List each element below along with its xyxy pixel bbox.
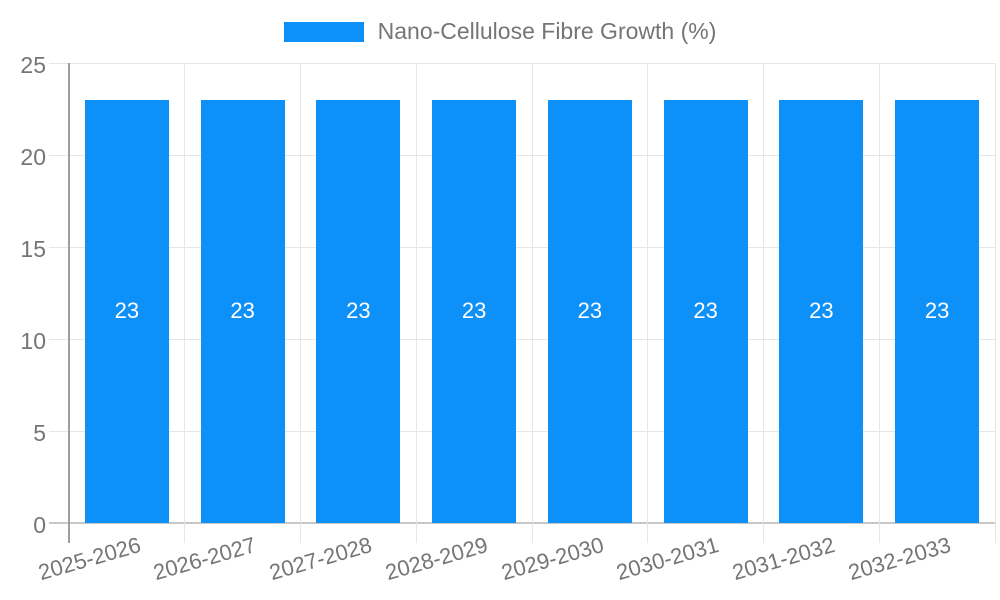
- bar: 23: [663, 99, 748, 523]
- x-category-label: 2028-2029: [382, 532, 491, 586]
- bar: 23: [84, 99, 169, 523]
- legend: Nano-Cellulose Fibre Growth (%): [0, 18, 1000, 45]
- gridline-h: [49, 430, 995, 432]
- x-category-label: 2031-2032: [729, 532, 838, 586]
- x-axis-baseline: [49, 522, 995, 524]
- gridline-h: [49, 338, 995, 340]
- gridline-v: [878, 63, 880, 543]
- legend-label: Nano-Cellulose Fibre Growth (%): [377, 18, 717, 44]
- gridline-h: [49, 62, 995, 64]
- bar-value-label: 23: [114, 298, 140, 324]
- y-tick-label: 15: [20, 236, 46, 262]
- x-category-label: 2025-2026: [35, 532, 144, 586]
- gridline-v: [415, 63, 417, 543]
- x-category-label: 2027-2028: [266, 532, 375, 586]
- bar-value-label: 23: [809, 298, 834, 324]
- bar-value-label: 23: [924, 298, 950, 324]
- y-tick-label: 5: [33, 420, 46, 446]
- x-category-label: 2030-2031: [613, 532, 722, 586]
- gridline-v: [184, 63, 186, 543]
- gridline-v: [763, 63, 764, 543]
- y-tick-label: 25: [20, 52, 46, 78]
- x-category-label: 2032-2033: [845, 532, 954, 586]
- legend-swatch: [283, 21, 364, 42]
- gridline-v: [647, 63, 649, 543]
- bar: 23: [547, 99, 632, 523]
- bar: 23: [779, 99, 864, 523]
- gridline-h: [49, 246, 995, 248]
- bar: 23: [432, 99, 517, 523]
- y-tick-label: 20: [20, 144, 46, 170]
- gridline-v: [531, 63, 533, 543]
- bar: 23: [316, 99, 401, 523]
- bar-value-label: 23: [230, 298, 255, 324]
- bar-value-label: 23: [346, 298, 371, 324]
- y-axis-line: [68, 63, 70, 543]
- bar-value-label: 23: [577, 298, 603, 324]
- x-category-label: 2026-2027: [150, 532, 259, 586]
- x-category-label: 2029-2030: [498, 532, 607, 586]
- gridline-h: [49, 154, 995, 156]
- y-tick-label: 10: [20, 328, 46, 354]
- bar-value-label: 23: [693, 298, 718, 324]
- bar: 23: [200, 99, 285, 523]
- y-tick-label: 0: [33, 512, 46, 538]
- gridline-v: [300, 63, 301, 543]
- gridline-v: [994, 63, 996, 543]
- bar-value-label: 23: [461, 298, 487, 324]
- bar: 23: [895, 99, 980, 523]
